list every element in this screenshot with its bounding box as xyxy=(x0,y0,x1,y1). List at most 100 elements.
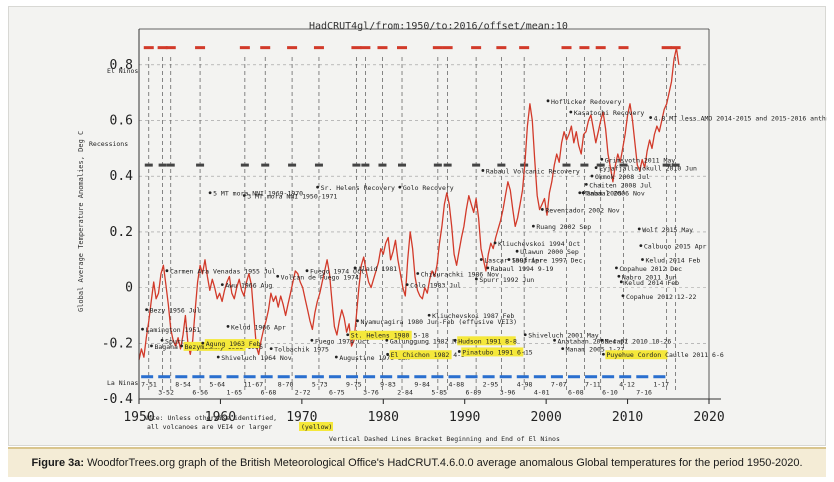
volcano-marker-point xyxy=(486,266,490,270)
caption-text: WoodforTrees.org graph of the British Me… xyxy=(87,457,803,469)
volcano-label: Galunggung 1982 May xyxy=(390,337,464,345)
volcano-label: Spurr xyxy=(165,337,185,345)
la-ninas-label: La Ninas xyxy=(107,379,138,387)
la-nina-marker xyxy=(226,375,239,379)
volcano-marker-point xyxy=(305,269,309,273)
el-nino-marker xyxy=(595,46,606,50)
la-nina-label: 5-73 xyxy=(312,381,328,389)
temperature-series-line xyxy=(138,47,680,361)
volcano-label: Ulawun 2000 Sep xyxy=(520,248,579,256)
recession-marker xyxy=(443,163,452,167)
x-tick-label: 1950 xyxy=(123,410,154,425)
recessions-label: Recessions xyxy=(89,140,128,148)
volcano-marker-point xyxy=(553,338,556,342)
chart-footer: Vertical Dashed Lines Bracket Beginning … xyxy=(329,435,560,443)
x-tick-label: 2010 xyxy=(612,410,643,425)
volcano-label: Sr. Helens Recovery xyxy=(321,184,395,192)
event-row-markers: 7-513-528-546-565-641-6511-676-688-702-7… xyxy=(141,46,681,397)
el-nino-marker xyxy=(351,46,362,50)
la-nina-label: 6-89 xyxy=(466,389,482,397)
volcano-label: Chikurachki 1986 Nov xyxy=(421,270,499,278)
volcano-marker-point xyxy=(639,244,643,248)
la-nina-marker xyxy=(209,375,222,379)
la-nina-marker xyxy=(465,375,478,379)
volcano-label: Copahue 2012 Dec xyxy=(619,265,682,273)
la-nina-label: 2-95 xyxy=(483,381,499,389)
axes-layer: -0.4 -0.2 0 0.2 0.4 0.6 0.8 1950 1960 1970 1980 199… xyxy=(102,28,725,425)
volcano-marker-point xyxy=(346,333,350,337)
volcano-label: Hoflicker Recovery xyxy=(551,98,622,106)
volcano-label: Agung 1963 Feb xyxy=(206,340,261,348)
la-nina-label: 7-16 xyxy=(636,389,652,397)
volcano-highlight-box xyxy=(389,350,452,360)
la-nina-label: 6-10 xyxy=(602,389,618,397)
el-nino-marker xyxy=(377,46,388,50)
volcano-marker-point xyxy=(385,338,389,342)
la-nina-label: 2-72 xyxy=(295,389,311,397)
la-nina-marker xyxy=(243,375,256,379)
recession-marker xyxy=(361,163,370,167)
volcano-label: Anatahan 2005 4-07 xyxy=(558,337,629,345)
volcano-marker-point xyxy=(600,157,604,161)
recession-marker xyxy=(472,163,481,167)
x-tick-label: 2000 xyxy=(530,410,561,425)
volcano-label: Kliuchevskoi 1987 Feb xyxy=(432,312,514,320)
recession-marker xyxy=(398,163,407,167)
la-nina-label: 7-07 xyxy=(551,381,567,389)
volcano-marker-point xyxy=(180,344,184,348)
volcano-label: Fuego 1974 Oct xyxy=(315,337,370,345)
el-nino-marker xyxy=(157,46,168,50)
la-nina-label: 4-12 xyxy=(619,381,635,389)
volcano-label: Soufriere 1997 Dec xyxy=(512,257,583,265)
recession-marker xyxy=(261,163,270,167)
x-tick-label: 2020 xyxy=(693,410,724,425)
volcano-label: St. Helens 1980 5-18 xyxy=(351,332,429,340)
la-nina-marker xyxy=(380,375,393,379)
recession-marker xyxy=(352,163,361,167)
volcano-label: Tabaal 2006 Nov xyxy=(586,190,645,198)
la-nina-marker xyxy=(192,375,205,379)
volcano-marker-point xyxy=(581,191,585,195)
caption-label: Figure 3a: xyxy=(31,457,85,469)
la-nina-marker xyxy=(414,375,427,379)
recession-marker xyxy=(619,163,628,167)
volcano-label: Nyamuragira 1980 Jun-Feb (effusive VEI3) xyxy=(360,318,517,326)
la-nina-marker xyxy=(175,375,188,379)
volcano-marker-point xyxy=(150,344,153,348)
x-tick-label: 1990 xyxy=(449,410,480,425)
volcano-highlight-box xyxy=(204,339,260,349)
x-tick-label: 1980 xyxy=(368,410,399,425)
volcano-label: Okmok 2008 Jul xyxy=(595,173,650,181)
volcano-marker-point xyxy=(220,283,224,287)
la-nina-label: 2-84 xyxy=(397,389,413,397)
la-nina-label: 3-96 xyxy=(500,389,516,397)
chart-title: HadCRUT4gl/from:1950/to:2016/offset/mean… xyxy=(309,21,568,32)
el-nino-marker xyxy=(360,46,371,50)
volcano-marker-point xyxy=(141,327,144,331)
recession-marker xyxy=(433,163,442,167)
recession-marker xyxy=(158,163,167,167)
note-line-2: all volcanoes are VEI4 or larger xyxy=(147,423,272,431)
volcano-marker-point xyxy=(546,99,550,103)
volcano-marker-point xyxy=(649,116,653,119)
volcano-label: Golo Recovery xyxy=(403,184,454,192)
volcano-label: Kelud 1966 Apr xyxy=(231,323,286,331)
volcano-label: Kelud 2014 Feb xyxy=(645,257,700,265)
volcano-marker-point xyxy=(165,269,169,273)
la-nina-label: 8-54 xyxy=(175,381,191,389)
volcano-marker-point xyxy=(479,258,483,261)
la-nina-marker xyxy=(363,375,376,379)
el-nino-marker xyxy=(432,46,443,50)
volcano-label: Kliuchevskoi 1994 Oct xyxy=(498,240,580,248)
volcano-marker-point xyxy=(578,191,582,195)
la-nina-label: 11-67 xyxy=(244,381,264,389)
volcano-marker-point xyxy=(405,283,409,287)
el-nino-marker xyxy=(287,46,298,50)
el-nino-marker xyxy=(670,46,681,50)
volcano-label: Bezy 1956 Jul xyxy=(150,307,201,315)
volcano-marker-point xyxy=(569,110,573,114)
el-nino-marker xyxy=(618,46,629,50)
volcano-marker-point xyxy=(615,266,618,270)
